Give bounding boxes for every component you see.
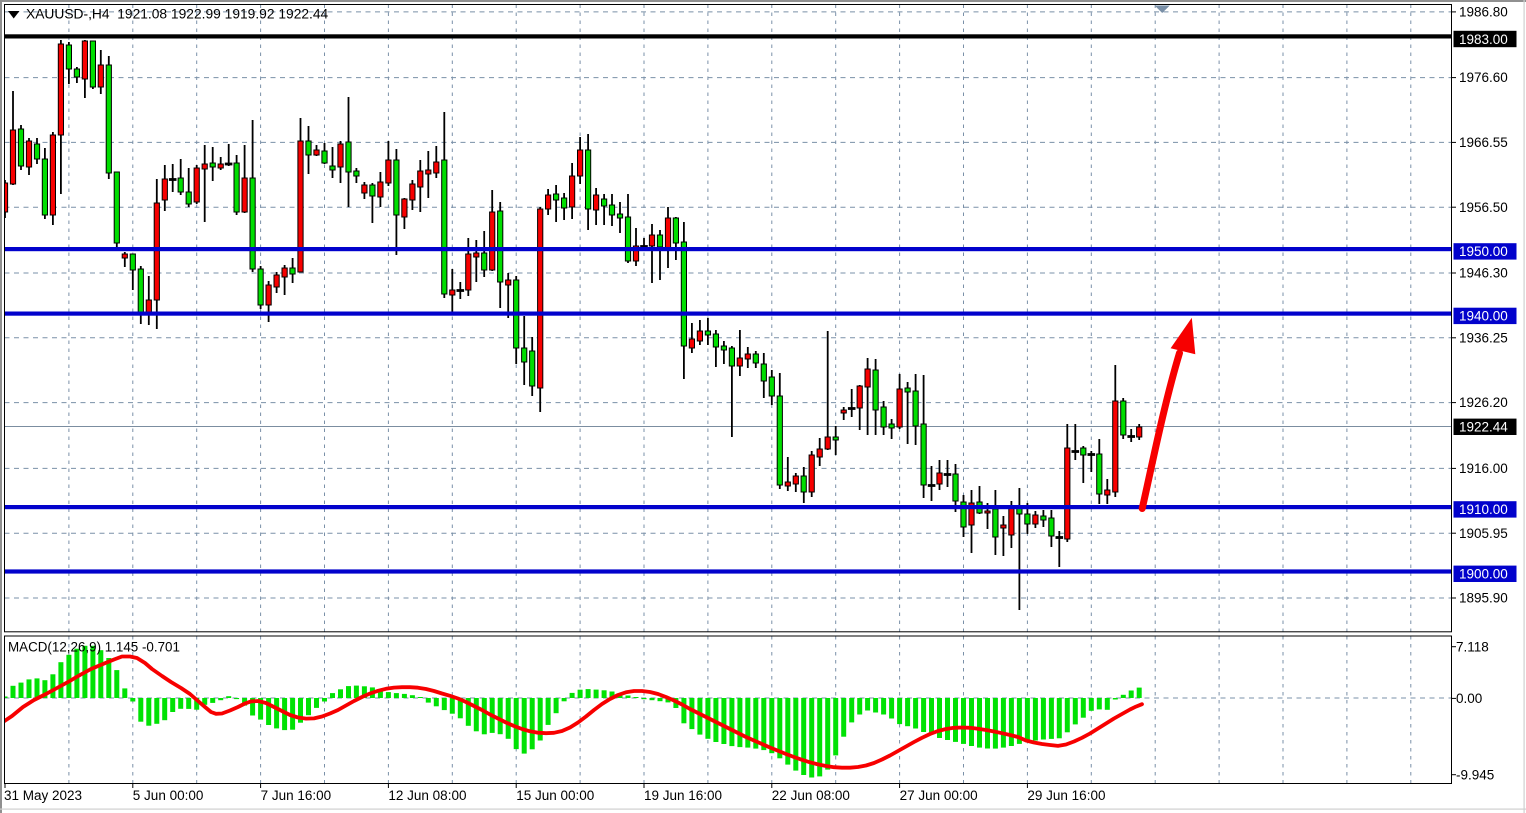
svg-text:1905.95: 1905.95: [1459, 526, 1508, 541]
svg-text:7.118: 7.118: [1456, 639, 1489, 654]
svg-text:31 May 2023: 31 May 2023: [4, 788, 82, 803]
svg-text:1936.25: 1936.25: [1459, 330, 1508, 345]
svg-text:0.00: 0.00: [1456, 691, 1482, 706]
svg-text:1922.44: 1922.44: [1459, 420, 1508, 435]
svg-text:XAUUSD-,H4 1921.08 1922.99 19: XAUUSD-,H4 1921.08 1922.99 1919.92 1922.…: [26, 7, 329, 22]
svg-text:1946.30: 1946.30: [1459, 266, 1508, 281]
svg-text:1895.90: 1895.90: [1459, 591, 1508, 606]
svg-text:27 Jun 00:00: 27 Jun 00:00: [900, 788, 978, 803]
svg-text:7 Jun 16:00: 7 Jun 16:00: [261, 788, 332, 803]
svg-text:1900.00: 1900.00: [1459, 567, 1508, 582]
svg-text:1940.00: 1940.00: [1459, 309, 1508, 324]
svg-text:29 Jun 16:00: 29 Jun 16:00: [1027, 788, 1105, 803]
svg-text:1983.00: 1983.00: [1459, 32, 1508, 47]
svg-text:1986.80: 1986.80: [1459, 5, 1508, 20]
svg-text:5 Jun 00:00: 5 Jun 00:00: [133, 788, 204, 803]
svg-text:1950.00: 1950.00: [1459, 244, 1508, 259]
svg-text:15 Jun 00:00: 15 Jun 00:00: [516, 788, 594, 803]
svg-text:1966.55: 1966.55: [1459, 135, 1508, 150]
svg-text:MACD(12,26,9) 1.145 -0.701: MACD(12,26,9) 1.145 -0.701: [8, 640, 180, 655]
svg-text:22 Jun 08:00: 22 Jun 08:00: [772, 788, 850, 803]
svg-text:1956.50: 1956.50: [1459, 200, 1508, 215]
svg-text:1910.00: 1910.00: [1459, 502, 1508, 517]
svg-text:1926.20: 1926.20: [1459, 395, 1508, 410]
svg-text:12 Jun 08:00: 12 Jun 08:00: [388, 788, 466, 803]
svg-text:1916.00: 1916.00: [1459, 461, 1508, 476]
svg-text:1976.60: 1976.60: [1459, 70, 1508, 85]
svg-text:-9.945: -9.945: [1456, 767, 1494, 782]
svg-text:19 Jun 16:00: 19 Jun 16:00: [644, 788, 722, 803]
